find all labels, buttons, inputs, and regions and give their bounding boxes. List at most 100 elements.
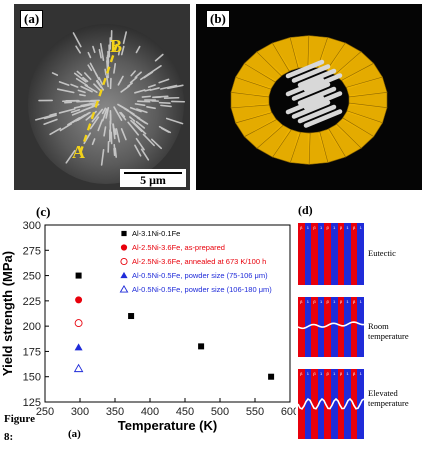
red-phase-stripe: β xyxy=(298,297,305,357)
stripe-label: 1 xyxy=(333,299,336,304)
legend-marker xyxy=(121,230,127,237)
stripe-label: β xyxy=(313,225,316,230)
red-phase-stripe: β xyxy=(311,223,318,285)
data-point xyxy=(74,343,83,351)
x-tick-label: 350 xyxy=(106,406,124,418)
panel-b-label: (b) xyxy=(206,10,230,28)
red-phase-stripe: β xyxy=(324,369,331,439)
legend-marker xyxy=(120,244,128,251)
crack-line xyxy=(298,321,364,330)
stripe-label: β xyxy=(339,225,343,230)
stripe-label: 1 xyxy=(333,225,336,230)
blue-phase-stripe: 1 xyxy=(344,297,351,357)
figure-sublabel: (a) xyxy=(68,428,81,440)
x-tick-label: 400 xyxy=(141,406,159,418)
red-phase-stripe: β xyxy=(324,223,331,285)
stripe-label: 1 xyxy=(319,225,323,230)
stripe-label: 1 xyxy=(346,371,349,376)
data-points xyxy=(73,272,275,380)
red-phase-stripe: β xyxy=(337,297,345,357)
red-phase-stripe: β xyxy=(337,369,345,439)
caption-room-temperature: Room temperature xyxy=(368,321,409,341)
scale-bar xyxy=(124,172,182,174)
legend-entry: Al-0.5Ni-0.5Fe, powder size (106-180 μm) xyxy=(132,285,272,294)
data-point xyxy=(75,296,83,304)
line-label-a: A xyxy=(72,142,85,162)
stripe-label: β xyxy=(352,371,356,376)
red-phase-stripe: β xyxy=(350,223,358,285)
stripe-label: 1 xyxy=(306,299,309,304)
sem-micrograph: (a) B A 5 μm xyxy=(14,4,190,190)
stripe-label: 1 xyxy=(319,371,323,376)
stripe-label: 1 xyxy=(306,225,309,230)
stripe-label: 1 xyxy=(346,225,349,230)
y-axis-ticks: 125 150 175 200 225 250 275 300 xyxy=(23,220,49,409)
stripe-label: β xyxy=(300,299,303,304)
legend-marker xyxy=(119,285,129,293)
legend-entry: Al-0.5Ni-0.5Fe, powder size (75-106 μm) xyxy=(132,271,268,280)
data-point xyxy=(75,272,82,279)
3d-reconstruction: (b) xyxy=(196,4,422,190)
blue-phase-stripe: 1 xyxy=(357,223,364,285)
red-phase-stripe: β xyxy=(298,223,305,285)
y-axis-label: Yield strength (MPa) xyxy=(0,251,15,376)
stripe-label: 1 xyxy=(359,371,362,376)
red-phase-stripe: β xyxy=(337,223,345,285)
stripe-label: β xyxy=(313,299,316,304)
y-tick-label: 250 xyxy=(23,271,41,283)
panel-c-label: (c) xyxy=(36,204,50,219)
y-tick-label: 200 xyxy=(23,321,41,333)
stripe-label: β xyxy=(352,299,356,304)
blue-phase-stripe: 1 xyxy=(317,369,325,439)
stripe-label: 1 xyxy=(306,371,309,376)
y-tick-label: 275 xyxy=(23,245,41,257)
data-point xyxy=(73,363,84,373)
stripe-label: β xyxy=(339,299,343,304)
x-axis-label: Temperature (K) xyxy=(118,418,217,433)
x-tick-label: 250 xyxy=(36,406,54,418)
crack-line xyxy=(298,397,364,410)
stripe-label: β xyxy=(300,225,303,230)
legend-entry: Al-2.5Ni-3.6Fe, as-prepared xyxy=(132,243,225,252)
figure-label: Figure 8: xyxy=(4,413,35,443)
blue-phase-stripe: 1 xyxy=(331,223,338,285)
stripe-label: β xyxy=(339,371,343,376)
blue-phase-stripe: 1 xyxy=(317,223,325,285)
data-point xyxy=(128,313,135,320)
x-tick-label: 600 xyxy=(281,406,296,418)
plot-frame xyxy=(44,224,291,403)
data-point xyxy=(198,343,205,350)
caption-elevated-temperature: Elevated temperature xyxy=(368,388,409,408)
x-tick-label: 550 xyxy=(246,406,264,418)
stripe-label: 1 xyxy=(319,299,323,304)
y-tick-label: 125 xyxy=(23,397,41,409)
y-tick-label: 175 xyxy=(23,346,41,358)
blue-phase-stripe: 1 xyxy=(331,369,338,439)
stripe-label: β xyxy=(313,371,316,376)
red-phase-stripe: β xyxy=(324,297,331,357)
stripe-label: β xyxy=(326,371,329,376)
line-label-b: B xyxy=(110,36,123,56)
stripe-label: β xyxy=(326,299,329,304)
legend-marker xyxy=(120,271,128,279)
panel-d-label: (d) xyxy=(298,203,313,217)
y-tick-label: 225 xyxy=(23,296,41,308)
stripe-label: 1 xyxy=(359,225,362,230)
red-phase-stripe: β xyxy=(311,369,318,439)
blue-phase-stripe: 1 xyxy=(331,297,338,357)
scale-bar-box: 5 μm xyxy=(120,169,186,187)
y-tick-label: 150 xyxy=(23,372,41,384)
x-tick-label: 450 xyxy=(176,406,194,418)
blue-phase-stripe: 1 xyxy=(304,223,312,285)
y-tick-label: 300 xyxy=(23,220,41,232)
scale-bar-label: 5 μm xyxy=(140,173,166,187)
stripe-label: β xyxy=(326,225,329,230)
reconstruction-render xyxy=(230,35,388,165)
yield-strength-chart: (c) 125 150 175 200 225 250 275 300 250 300 350 40… xyxy=(0,200,299,440)
legend: Al-3.1Ni-0.1Fe Al-2.5Ni-3.6Fe, as-prepare… xyxy=(119,229,272,294)
stripe-label: β xyxy=(352,225,356,230)
